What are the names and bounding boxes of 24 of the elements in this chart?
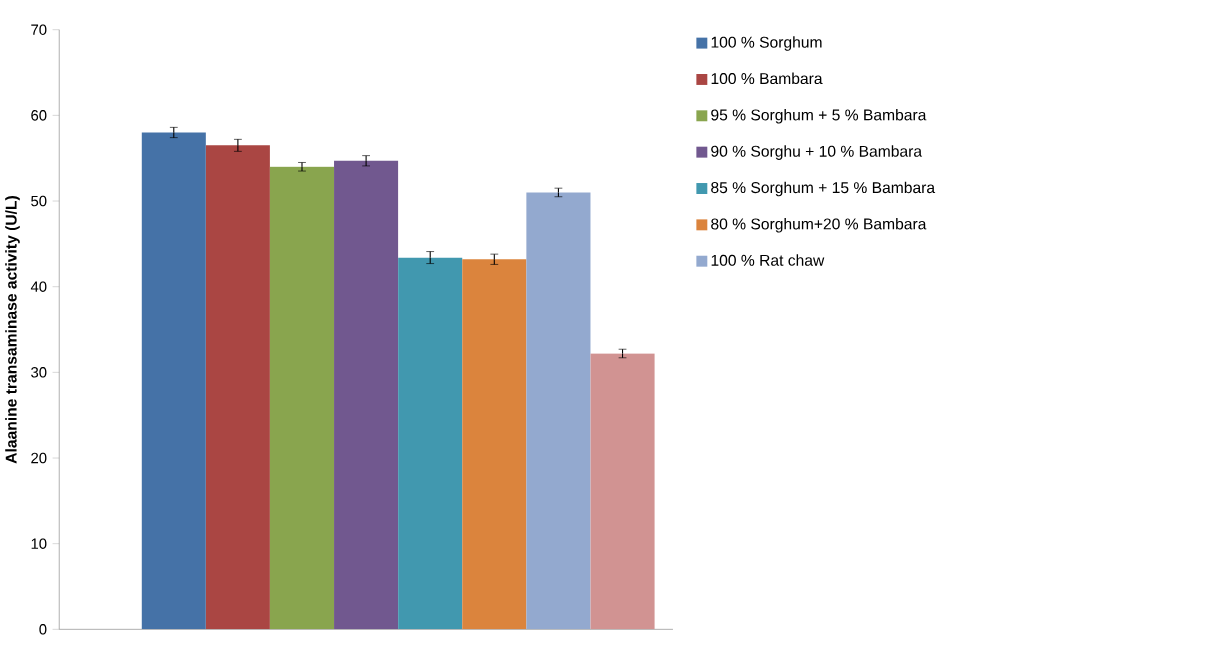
bar [462,259,527,630]
legend-label: 85 % Sorghum + 15 % Bambara [711,181,936,197]
y-tick-label: 60 [31,110,47,121]
y-tick-label: 40 [30,281,47,293]
y-tick-label: 20 [31,452,47,464]
bar [269,166,335,630]
y-tick-label: 30 [31,367,47,378]
legend-label: 100 % Bambara [711,72,823,85]
bar [590,353,655,630]
y-axis-title: Alaanine transaminase activity (U/L) [5,196,20,464]
bar [334,160,399,630]
legend-label: 100 % Rat chaw [711,254,825,266]
bar [141,132,206,630]
legend-label: 100 % Sorghum [711,36,822,51]
y-tick-label: 10 [31,538,47,550]
bar [205,145,270,630]
legend-label: 80 % Sorghum+20 % Bambara [711,218,927,233]
y-tick-label: 70 [31,24,47,36]
y-tick-label: 0 [39,624,47,635]
bar [398,257,463,630]
legend-label: 95 % Sorghum + 5 % Bambara [711,109,927,124]
legend-label: 90 % Sorghu + 10 % Bambara [711,145,923,160]
y-tick-label: 50 [31,195,47,207]
bar [526,192,591,630]
